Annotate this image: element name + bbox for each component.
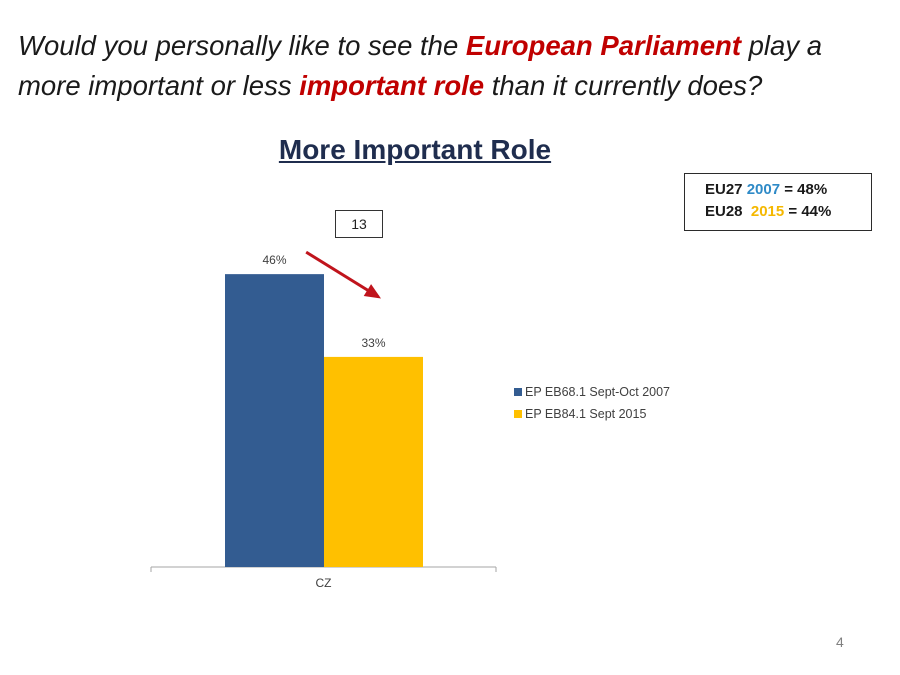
eu27-value: = 48% (780, 181, 828, 198)
question-highlight-important-role: important role (299, 70, 485, 101)
question-part3: than it currently does? (484, 70, 763, 101)
eu28-year: 2015 (750, 203, 785, 220)
legend-swatch-2007 (514, 388, 522, 396)
question-highlight-european-parliament: European Parliament (465, 30, 741, 61)
chart-title: More Important Role (278, 134, 552, 165)
eu28-value: = 44% (784, 203, 832, 220)
eu27-prefix: EU27 (705, 181, 747, 198)
bar-2007 (225, 274, 324, 567)
eu27-year: 2007 (746, 181, 781, 198)
question-part1: Would you personally like to see the (18, 30, 466, 61)
legend-item-2015: EP EB84.1 Sept 2015 (514, 403, 670, 425)
question-text: Would you personally like to see the Eur… (18, 26, 888, 106)
trend-arrow-line (305, 250, 380, 299)
eu28-line: EU28 2015 = 44% (705, 201, 871, 223)
page-number: 4 (836, 634, 844, 650)
difference-box: 13 (335, 210, 383, 238)
legend-label-2015: EP EB84.1 Sept 2015 (525, 407, 647, 421)
legend-label-2007: EP EB68.1 Sept-Oct 2007 (525, 385, 671, 399)
chart-legend: EP EB68.1 Sept-Oct 2007 EP EB84.1 Sept 2… (514, 381, 670, 425)
data-label-2007: 46% (262, 253, 286, 267)
x-tick-label: CZ (316, 576, 332, 590)
data-label-2015: 33% (361, 336, 385, 350)
eu28-prefix: EU28 (705, 203, 751, 220)
question-part2: play a more important or less (18, 30, 823, 101)
legend-item-2007: EP EB68.1 Sept-Oct 2007 (514, 381, 670, 403)
trend-arrow-head (363, 284, 382, 299)
bar-2015 (324, 356, 423, 567)
eu-average-box: EU27 2007 = 48% EU28 2015 = 44% (684, 173, 872, 231)
legend-swatch-2015 (514, 410, 522, 418)
eu27-line: EU27 2007 = 48% (705, 179, 871, 201)
